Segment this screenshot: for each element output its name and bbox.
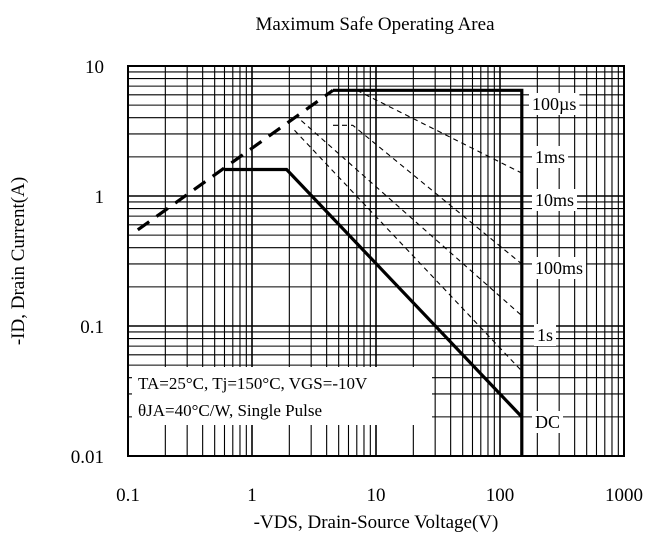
x-tick-1: 1 xyxy=(247,485,257,506)
y-axis-label: -ID, Drain Current(A) xyxy=(8,177,29,345)
annotation-box xyxy=(132,367,432,425)
x-tick-1000: 1000 xyxy=(605,485,643,506)
series-line-limit xyxy=(136,88,334,232)
label-box xyxy=(529,93,580,115)
label-box xyxy=(534,324,557,346)
label-1s: 1s xyxy=(537,325,553,345)
chart-title: Maximum Safe Operating Area xyxy=(255,14,495,35)
series-line-dc xyxy=(224,167,523,419)
x-tick-100: 100 xyxy=(486,485,515,506)
label-box xyxy=(532,146,569,168)
y-tick-10: 10 xyxy=(85,57,104,78)
series-line-1s xyxy=(294,129,523,372)
series-line-1ms xyxy=(356,89,523,174)
series-line-100s xyxy=(333,88,524,456)
plot-frame xyxy=(127,65,625,457)
label-box xyxy=(532,411,564,433)
tick-labels: 0.1 1 10 100 1000 0.01 0.1 1 10 xyxy=(71,57,643,506)
curve-labels: 100µs 1ms 10ms 100ms 1s DC xyxy=(532,94,583,432)
annotation-line-2: θJA=40°C/W, Single Pulse xyxy=(138,401,322,420)
label-10ms: 10ms xyxy=(535,190,574,210)
label-1ms: 1ms xyxy=(535,147,565,167)
x-tick-10: 10 xyxy=(367,485,386,506)
x-axis-label: -VDS, Drain-Source Voltage(V) xyxy=(254,512,499,533)
y-tick-1: 1 xyxy=(95,187,105,208)
series-line-100ms xyxy=(300,120,523,317)
label-box xyxy=(532,189,578,211)
series-line-10ms xyxy=(333,124,523,265)
y-tick-0.1: 0.1 xyxy=(80,317,104,338)
curve-label-boxes xyxy=(529,93,587,433)
label-100ms: 100ms xyxy=(535,258,583,278)
curves xyxy=(136,88,524,456)
label-dc: DC xyxy=(535,412,560,432)
y-tick-0.01: 0.01 xyxy=(71,447,104,468)
label-box xyxy=(532,257,587,279)
label-100us: 100µs xyxy=(532,94,576,114)
annotation-line-1: TA=25°C, Tj=150°C, VGS=-10V xyxy=(138,374,368,393)
x-tick-0.1: 0.1 xyxy=(116,485,140,506)
